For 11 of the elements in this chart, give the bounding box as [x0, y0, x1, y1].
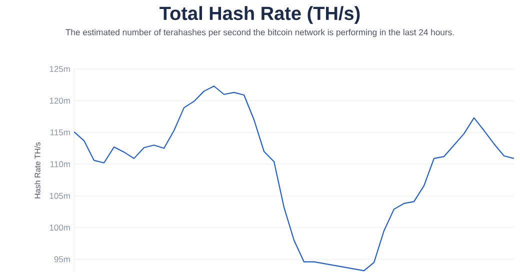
y-tick-label: 120m: [50, 98, 70, 104]
y-tick-label: 100m: [50, 224, 70, 231]
line-series: [74, 86, 514, 272]
chart-title: Total Hash Rate (TH/s): [160, 6, 360, 24]
y-tick-label: 125m: [50, 66, 70, 72]
y-tick-label: 110m: [50, 161, 70, 168]
y-tick-label: 95m: [54, 256, 70, 262]
chart-subtitle: The estimated number of terahashes per second the bitcoin network is performing in the last 24 hours.: [66, 28, 454, 38]
y-tick-label: 105m: [50, 192, 70, 199]
y-tick-label: 115m: [50, 129, 70, 136]
y-axis-title: Hash Rate TH/s: [34, 142, 40, 198]
